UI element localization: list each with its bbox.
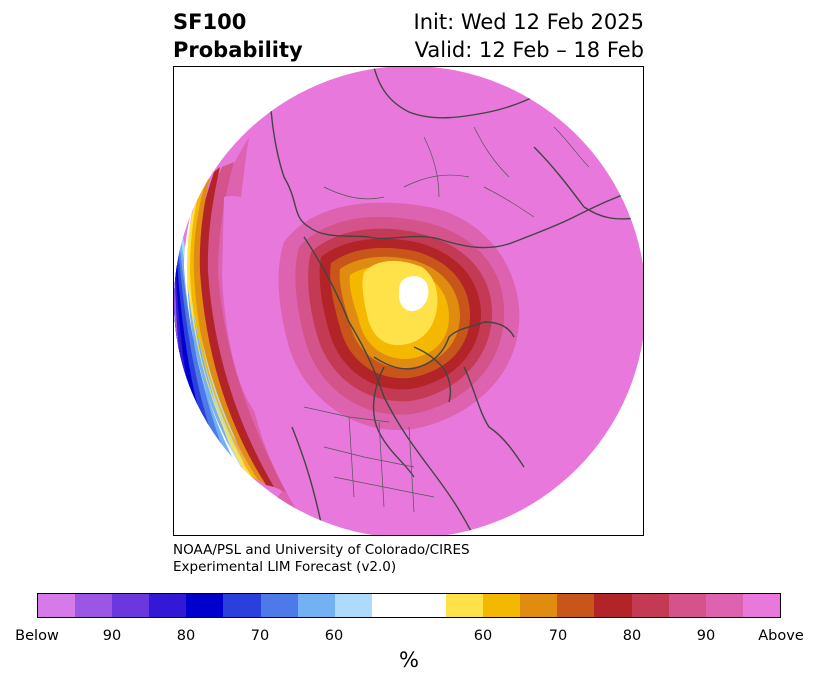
- edge-band-55: [186, 197, 252, 477]
- colorbar-segment: [631, 594, 669, 617]
- colorbar-segment: [38, 594, 76, 617]
- title-variable: SF100: [173, 10, 247, 34]
- colorbar-segment: [149, 594, 187, 617]
- forecast-dates: Init: Wed 12 Feb 2025 Valid: 12 Feb – 18…: [414, 8, 644, 64]
- edge-band-65: [190, 177, 266, 485]
- colorbar-segment: [520, 594, 558, 617]
- colorbar-segment: [557, 594, 595, 617]
- colorbar-tick-label: 60: [324, 628, 344, 644]
- colorbar-segment: [446, 594, 484, 617]
- colorbar-tick-label: 90: [696, 628, 716, 644]
- polar-map: [173, 66, 644, 536]
- colorbar-segment: [594, 594, 632, 617]
- colorbar-tick-label: 80: [176, 628, 196, 644]
- arctic-core-neutral: [398, 276, 429, 312]
- edge-band-90: [192, 137, 314, 535]
- colorbar-segment: [223, 594, 261, 617]
- colorbar-segment: [260, 594, 298, 617]
- colorbar-segment: [483, 594, 521, 617]
- title-product: Probability: [173, 38, 303, 62]
- colorbar-tick-label: Below: [15, 628, 59, 644]
- colorbar-segment: [705, 594, 743, 617]
- edge-band-85: [192, 162, 286, 492]
- colorbar-segment: [371, 594, 447, 617]
- valid-range: Valid: 12 Feb – 18 Feb: [414, 38, 644, 62]
- probability-map-svg: [174, 67, 643, 535]
- colorbar-tick-label: 90: [102, 628, 122, 644]
- colorbar-tick-label: 70: [548, 628, 568, 644]
- init-date: Init: Wed 12 Feb 2025: [413, 10, 644, 34]
- colorbar-tick-label: 70: [250, 628, 270, 644]
- colorbar-unit: %: [399, 648, 419, 672]
- map-title: SF100 Probability: [173, 8, 303, 64]
- colorbar-segment: [668, 594, 706, 617]
- colorbar-segment: [112, 594, 150, 617]
- colorbar-segment: [75, 594, 113, 617]
- colorbar-tick-label: 60: [473, 628, 493, 644]
- colorbar-segment: [297, 594, 335, 617]
- credit-org: NOAA/PSL and University of Colorado/CIRE…: [173, 542, 470, 558]
- credit-model: Experimental LIM Forecast (v2.0): [173, 559, 397, 575]
- pacific-lobe: [222, 196, 299, 422]
- colorbar: [37, 593, 781, 618]
- colorbar-tick-label: 80: [622, 628, 642, 644]
- colorbar-segment: [334, 594, 372, 617]
- credit-text: NOAA/PSL and University of Colorado/CIRE…: [173, 542, 470, 576]
- colorbar-segment: [742, 594, 780, 617]
- edge-band-60: [188, 187, 258, 480]
- colorbar-tick-label: Above: [758, 628, 804, 644]
- colorbar-segment: [186, 594, 224, 617]
